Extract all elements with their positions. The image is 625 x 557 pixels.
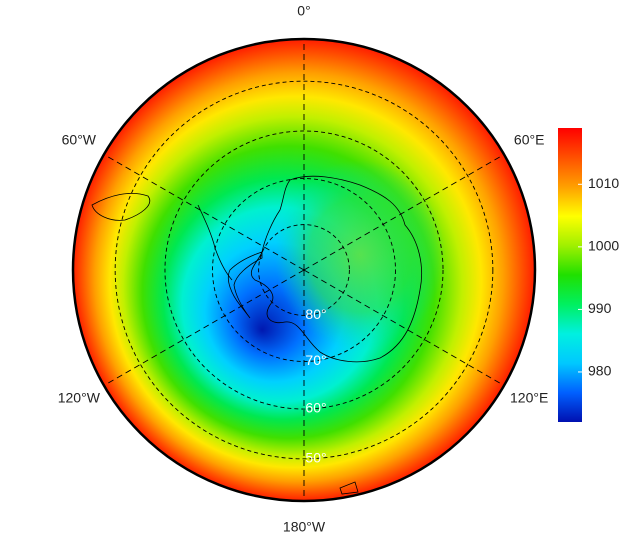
meridian-label: 0° (297, 3, 310, 19)
meridian (303, 154, 505, 271)
meridian-label: 60°E (514, 132, 545, 148)
parallel-label: 50° (305, 450, 326, 466)
meridian-label: 120°E (510, 390, 548, 406)
meridian (303, 269, 505, 386)
meridian (103, 154, 305, 271)
colorbar-tick-label: 1010 (588, 175, 619, 191)
colorbar (558, 128, 582, 422)
parallel (114, 80, 494, 460)
meridian-label: 60°W (62, 132, 97, 148)
parallel (164, 130, 444, 410)
colorbar-tick-label: 1000 (588, 238, 619, 254)
meridian-label: 120°W (58, 390, 101, 406)
colorbar-tick-label: 990 (588, 300, 612, 316)
meridian (103, 269, 305, 386)
colorbar-tick-label: 980 (588, 363, 612, 379)
parallel-label: 60° (305, 400, 326, 416)
parallel-label: 70° (305, 352, 326, 368)
parallel-label: 80° (305, 306, 326, 322)
meridian-label: 180°W (283, 519, 326, 535)
